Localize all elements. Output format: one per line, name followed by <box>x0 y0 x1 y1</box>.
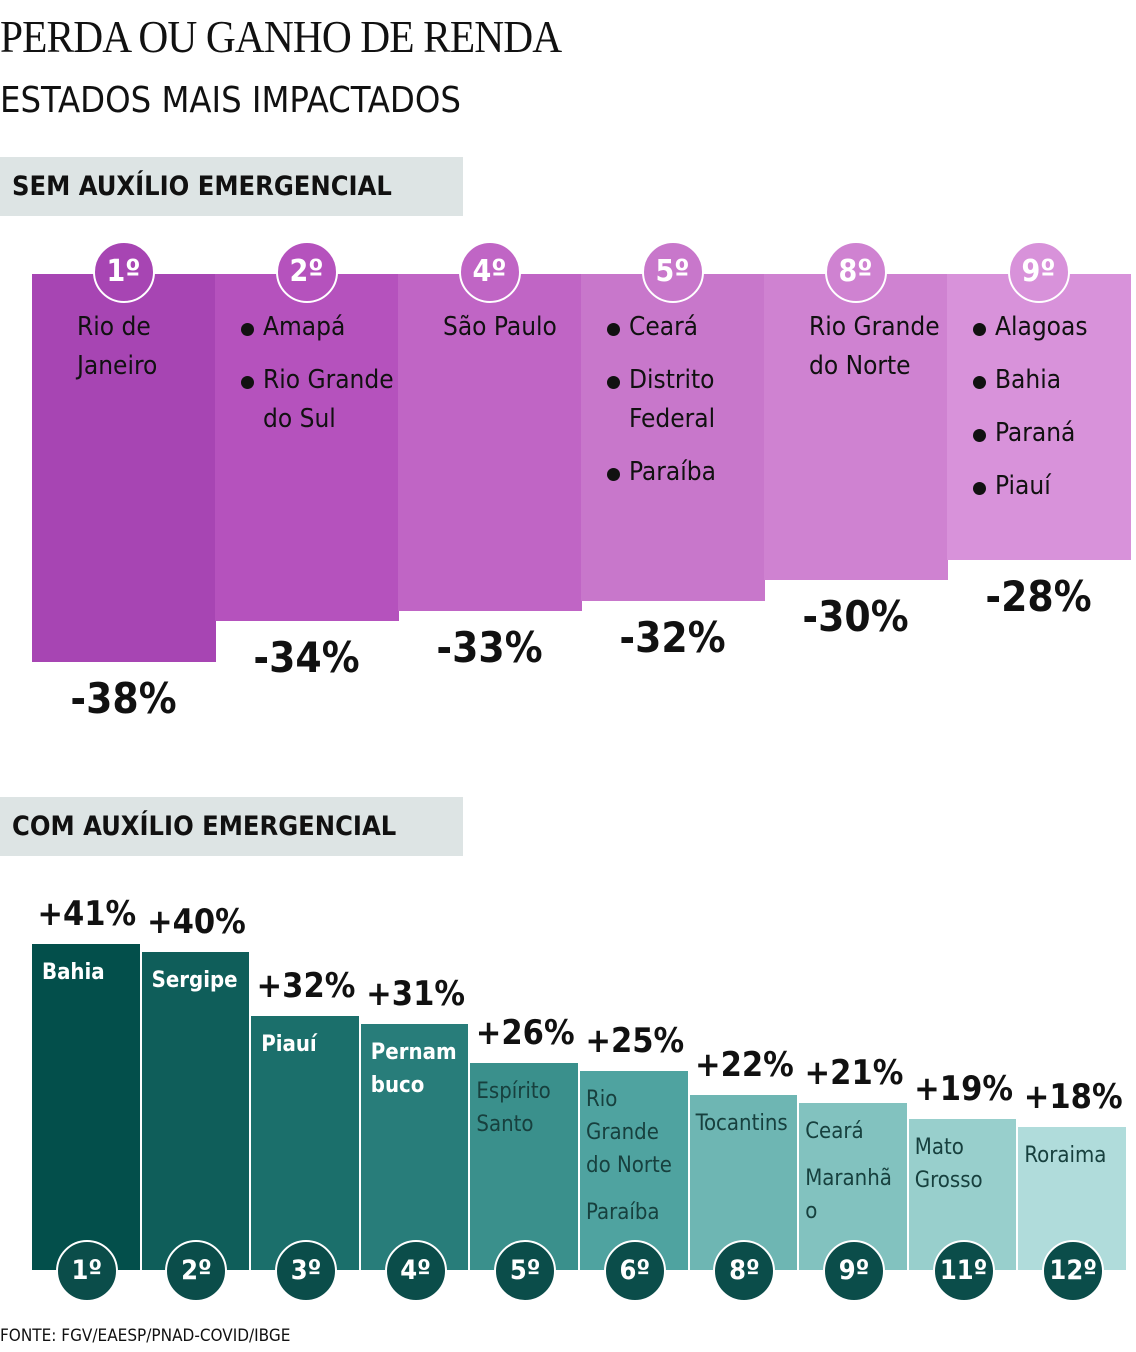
rank-badge: 9º <box>823 1240 885 1302</box>
bar <box>470 1063 578 1270</box>
title: PERDA OU GANHO DE RENDA <box>0 11 562 62</box>
category-label: São Paulo <box>443 312 557 342</box>
category-list: Sergipe <box>152 964 250 1011</box>
rank-badge: 8º <box>713 1240 776 1302</box>
bar <box>32 944 140 1270</box>
bar <box>32 274 216 662</box>
category-label: Tocantins <box>695 1111 788 1137</box>
subtitle: ESTADOS MAIS IMPACTADOS <box>0 80 461 121</box>
category-list: Tocantins <box>696 1107 794 1154</box>
value-label: +26% <box>475 1013 575 1054</box>
rank-badge: 1º <box>92 241 155 303</box>
rank-badge: 11º <box>932 1240 995 1302</box>
category-label: Espírito Santo <box>476 1079 551 1138</box>
category-list: Espírito Santo <box>476 1075 574 1155</box>
category-label: Maranhão <box>805 1166 892 1225</box>
category-label: Distrito Federal <box>607 361 760 439</box>
category-label: Bahia <box>42 960 105 985</box>
category-label: Rio de Janeiro <box>77 312 158 381</box>
section-header: SEM AUXÍLIO EMERGENCIAL <box>0 157 463 216</box>
category-label: Mato Grosso <box>914 1134 983 1193</box>
category-list: Rio de Janeiro <box>77 308 212 386</box>
rank-badge: 2º <box>275 241 338 303</box>
category-label: Ceará <box>607 308 760 347</box>
category-label: Pernambuco <box>370 1039 457 1098</box>
value-label: -32% <box>619 612 726 662</box>
category-label: Roraima <box>1024 1142 1107 1168</box>
category-label: Rio Grande do Sul <box>241 361 394 439</box>
value-label: -28% <box>985 571 1092 621</box>
rank-badge: 4º <box>458 241 521 303</box>
category-label: Paraná <box>973 414 1126 453</box>
category-label: Amapá <box>241 308 394 347</box>
value-label: -38% <box>70 674 177 723</box>
category-label: Paraíba <box>607 453 760 492</box>
category-list: Piauí <box>261 1028 359 1075</box>
rank-badge: 2º <box>165 1240 228 1302</box>
category-list: Alagoas Bahia Paraná Piauí <box>973 308 1126 520</box>
value-label: +22% <box>694 1045 794 1086</box>
value-label: +19% <box>914 1068 1014 1109</box>
value-label: +40% <box>146 901 246 942</box>
category-label: Alagoas <box>973 308 1126 347</box>
category-list: Bahia <box>42 956 140 1003</box>
category-label: Piauí <box>261 1031 317 1057</box>
bar <box>764 274 948 581</box>
category-label: Sergipe <box>151 967 238 993</box>
category-label: Rio Grande do Norte <box>809 312 940 381</box>
category-list: Pernambuco <box>371 1036 469 1116</box>
bar <box>580 1071 688 1270</box>
source: FONTE: FGV/EAESP/PNAD-COVID/IBGE <box>0 1326 291 1346</box>
category-list: São Paulo <box>443 308 578 347</box>
rank-badge: 12º <box>1042 1240 1105 1302</box>
rank-badge: 5º <box>494 1240 557 1302</box>
bar <box>947 274 1131 560</box>
value-label: -30% <box>802 592 909 642</box>
value-label: -34% <box>253 633 360 683</box>
value-label: +31% <box>366 973 466 1014</box>
rank-badge: 3º <box>275 1240 337 1302</box>
category-label: Rio Grande do Norte <box>586 1087 672 1179</box>
category-label: Bahia <box>973 361 1126 400</box>
category-list: Rio Grande do Norte Paraíba <box>586 1083 684 1243</box>
category-list: Ceará Maranhão <box>805 1115 903 1242</box>
bar <box>141 951 250 1270</box>
category-list: Amapá Rio Grande do Sul <box>241 308 394 453</box>
rank-badge: 6º <box>603 1240 666 1302</box>
rank-badge: 1º <box>55 1240 118 1302</box>
rank-badge: 4º <box>384 1240 447 1302</box>
value-label: +32% <box>256 965 356 1006</box>
bar <box>251 1015 359 1270</box>
category-list: Mato Grosso <box>915 1131 1013 1211</box>
rank-badge: 9º <box>1007 241 1070 303</box>
value-label: +18% <box>1023 1076 1123 1117</box>
value-label: +41% <box>37 894 137 934</box>
category-list: Roraima <box>1024 1139 1122 1186</box>
bar <box>360 1023 469 1270</box>
category-list: Ceará Distrito Federal Paraíba <box>607 308 760 506</box>
value-label: -33% <box>436 622 543 672</box>
category-label: Paraíba <box>586 1200 660 1226</box>
value-label: +25% <box>585 1021 685 1062</box>
category-list: Rio Grande do Norte <box>809 308 944 386</box>
category-label: Piauí <box>973 467 1126 506</box>
rank-badge: 8º <box>824 241 887 303</box>
section-header: COM AUXÍLIO EMERGENCIAL <box>0 797 463 856</box>
rank-badge: 5º <box>641 241 704 303</box>
category-label: Ceará <box>805 1119 864 1145</box>
value-label: +21% <box>804 1053 904 1094</box>
bar <box>398 274 582 611</box>
